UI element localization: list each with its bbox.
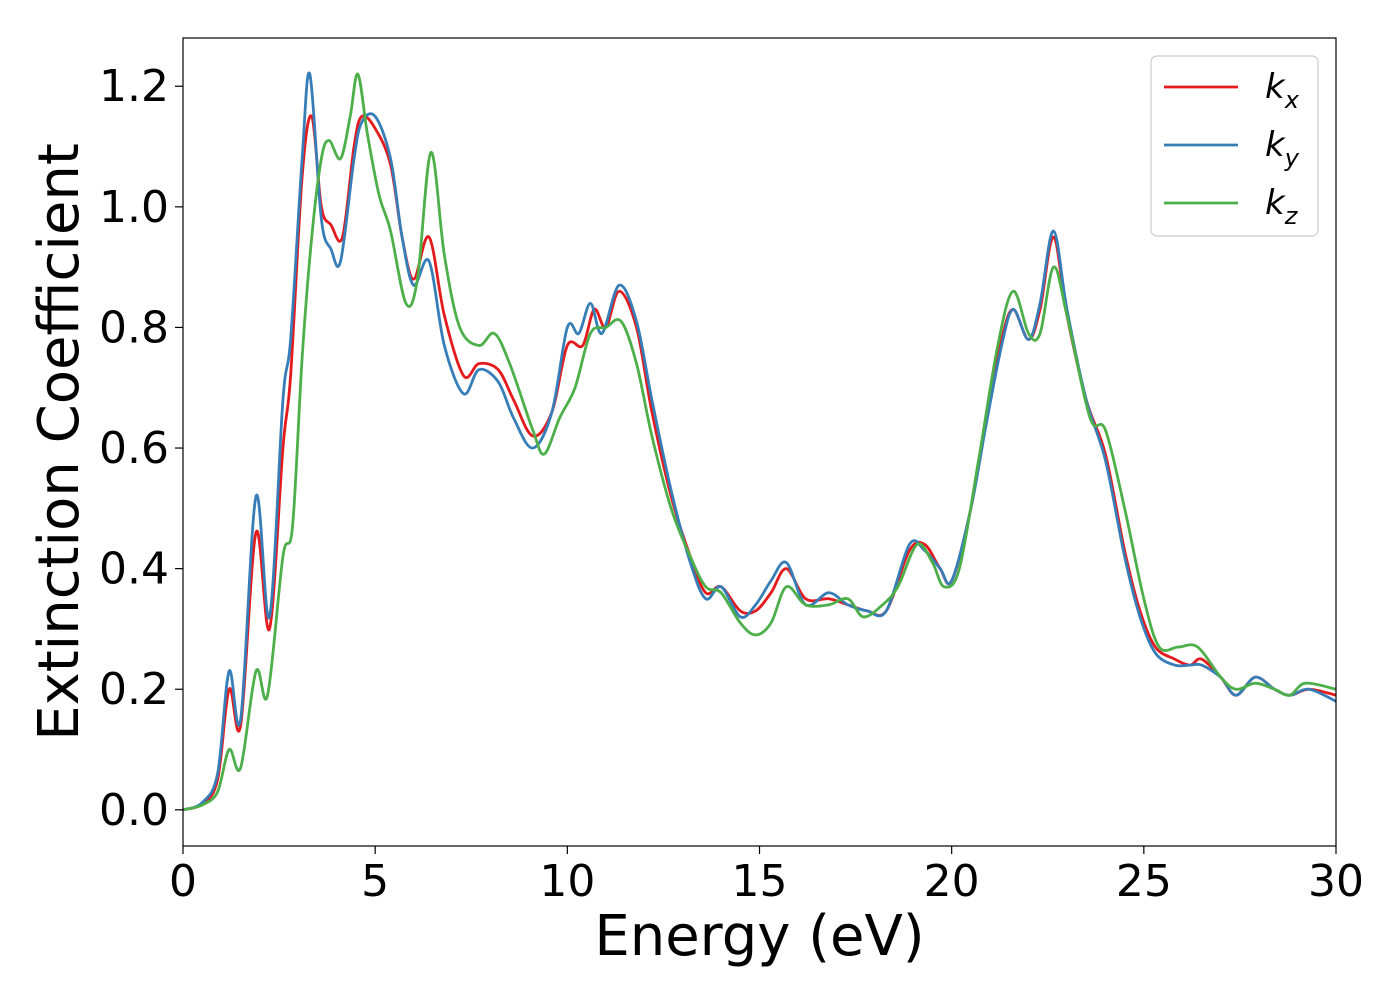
y-axis-title: Extinction Coefficient bbox=[27, 143, 92, 741]
x-axis: 0 5 10 15 20 25 30 bbox=[169, 846, 1364, 907]
y-tick-label: 1.2 bbox=[99, 61, 169, 112]
legend-label-z: kz bbox=[1265, 183, 1299, 230]
series-line-y bbox=[183, 71, 1336, 812]
y-axis: 0.0 0.2 0.4 0.6 0.8 1.0 1.2 bbox=[99, 61, 183, 836]
series-layer bbox=[183, 71, 1336, 812]
y-tick-label: 0.0 bbox=[99, 785, 169, 836]
legend-label-x: kx bbox=[1265, 67, 1300, 114]
x-tick-label: 5 bbox=[361, 856, 389, 907]
series-line-z bbox=[183, 72, 1336, 812]
y-tick-label: 0.4 bbox=[99, 544, 169, 595]
x-tick-label: 10 bbox=[539, 856, 595, 907]
legend: kx ky kz bbox=[1150, 55, 1319, 237]
x-tick-label: 0 bbox=[169, 856, 197, 907]
y-tick-label: 1.0 bbox=[99, 182, 169, 233]
legend-label-y: ky bbox=[1265, 125, 1300, 172]
x-tick-label: 15 bbox=[732, 856, 788, 907]
y-tick-label: 0.2 bbox=[99, 664, 169, 715]
x-axis-title: Energy (eV) bbox=[594, 904, 924, 969]
x-tick-label: 30 bbox=[1308, 856, 1364, 907]
y-tick-label: 0.6 bbox=[99, 423, 169, 474]
x-tick-label: 20 bbox=[924, 856, 980, 907]
y-tick-label: 0.8 bbox=[99, 302, 169, 353]
x-tick-label: 25 bbox=[1116, 856, 1172, 907]
